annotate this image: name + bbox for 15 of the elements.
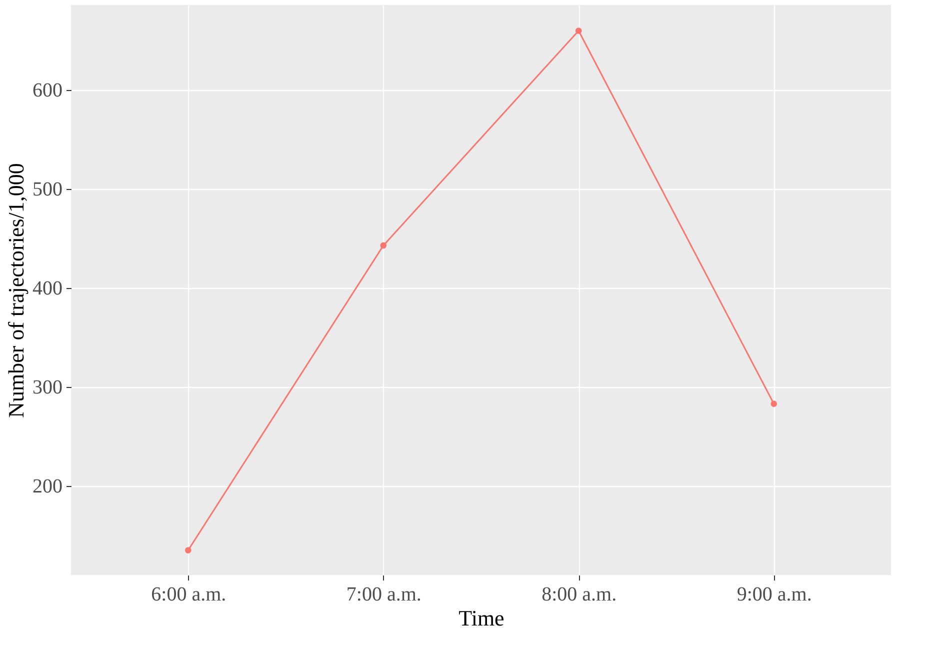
y-tick-label: 300 [32,376,62,398]
x-tick-label: 7:00 a.m. [346,584,422,606]
y-tick-label: 500 [32,178,62,201]
point [184,547,192,554]
x-axis-title: Time [458,606,504,630]
point [575,28,582,34]
x-tick-label: 8:00 a.m. [542,584,617,606]
y-axis-title: Number of trajectories/1,000 [4,163,28,418]
y-tick-label: 600 [32,80,62,102]
y-tick-label: 400 [32,278,62,300]
y-tick-label: 200 [32,475,62,498]
x-tick-label: 6:00 a.m. [151,584,226,606]
x-tick-label: 9:00 a.m. [736,584,812,606]
point [380,242,387,249]
point [770,400,778,407]
